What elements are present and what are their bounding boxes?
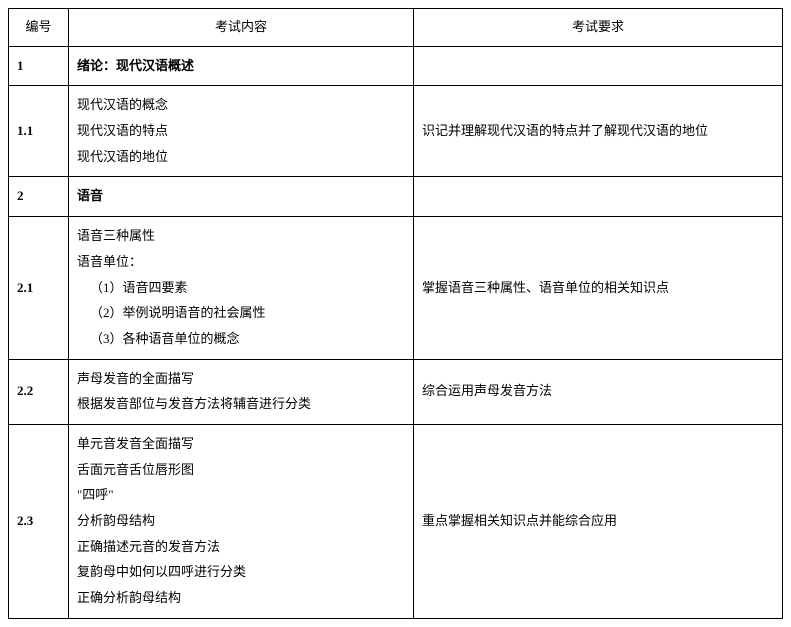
content-line: （3）各种语音单位的概念 [77,327,405,352]
row-requirement: 掌握语音三种属性、语音单位的相关知识点 [414,217,783,359]
row-id: 2.2 [9,359,69,424]
content-line: 语音单位： [77,250,405,275]
content-line: 声母发音的全面描写 [77,367,405,392]
content-line: 根据发音部位与发音方法将辅音进行分类 [77,392,405,417]
table-row: 2.1语音三种属性语音单位：（1）语音四要素（2）举例说明语音的社会属性（3）各… [9,217,783,359]
table-row: 2.3单元音发音全面描写舌面元音舌位唇形图"四呼"分析韵母结构正确描述元音的发音… [9,424,783,618]
row-requirement: 重点掌握相关知识点并能综合应用 [414,424,783,618]
row-content: 单元音发音全面描写舌面元音舌位唇形图"四呼"分析韵母结构正确描述元音的发音方法复… [69,424,414,618]
table-row: 1 绪论：现代汉语概述 [9,46,783,86]
table-header-row: 编号 考试内容 考试要求 [9,9,783,47]
content-line: 正确分析韵母结构 [77,586,405,611]
syllabus-table: 编号 考试内容 考试要求 1绪论：现代汉语概述1.1现代汉语的概念现代汉语的特点… [8,8,783,619]
row-id: 2.1 [9,217,69,359]
row-requirement [414,177,783,217]
content-line: 舌面元音舌位唇形图 [77,458,405,483]
content-line: 现代汉语的概念 [77,93,405,118]
row-id: 1 [9,46,69,86]
content-line: 单元音发音全面描写 [77,432,405,457]
content-line: 绪论：现代汉语概述 [77,54,405,79]
header-content: 考试内容 [69,9,414,47]
content-line: 现代汉语的特点 [77,119,405,144]
header-id: 编号 [9,9,69,47]
content-line: 正确描述元音的发音方法 [77,535,405,560]
row-content: 语音 [69,177,414,217]
content-line: 语音三种属性 [77,224,405,249]
content-line: 语音 [77,184,405,209]
table-row: 2.2声母发音的全面描写根据发音部位与发音方法将辅音进行分类综合运用声母发音方法 [9,359,783,424]
row-requirement: 综合运用声母发音方法 [414,359,783,424]
content-line: "四呼" [77,483,405,508]
row-content: 声母发音的全面描写根据发音部位与发音方法将辅音进行分类 [69,359,414,424]
content-line: 现代汉语的地位 [77,145,405,170]
row-content: 现代汉语的概念现代汉语的特点现代汉语的地位 [69,86,414,177]
content-line: （1）语音四要素 [77,276,405,301]
row-requirement [414,46,783,86]
table-row: 2 语音 [9,177,783,217]
row-content: 语音三种属性语音单位：（1）语音四要素（2）举例说明语音的社会属性（3）各种语音… [69,217,414,359]
header-requirement: 考试要求 [414,9,783,47]
content-line: （2）举例说明语音的社会属性 [77,301,405,326]
row-requirement: 识记并理解现代汉语的特点并了解现代汉语的地位 [414,86,783,177]
row-id: 2 [9,177,69,217]
content-line: 复韵母中如何以四呼进行分类 [77,560,405,585]
table-row: 1.1现代汉语的概念现代汉语的特点现代汉语的地位识记并理解现代汉语的特点并了解现… [9,86,783,177]
row-id: 2.3 [9,424,69,618]
row-content: 绪论：现代汉语概述 [69,46,414,86]
content-line: 分析韵母结构 [77,509,405,534]
row-id: 1.1 [9,86,69,177]
